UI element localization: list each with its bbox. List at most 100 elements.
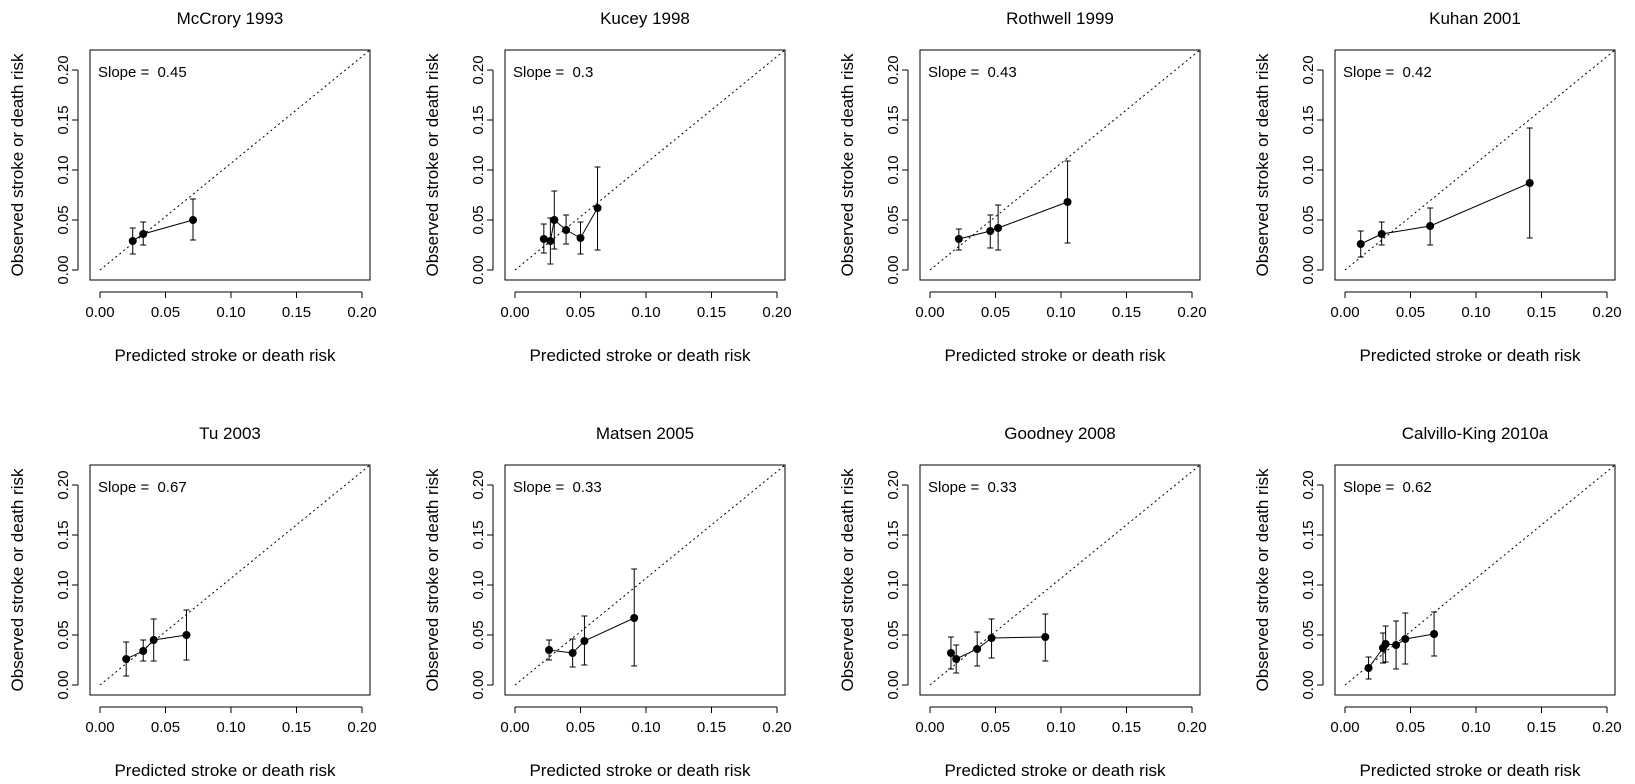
x-tick-label: 0.05 <box>1396 719 1425 736</box>
y-tick-label: 0.05 <box>1300 620 1317 649</box>
data-point <box>1364 664 1373 672</box>
y-tick-label: 0.20 <box>1300 470 1317 499</box>
data-point <box>182 631 191 639</box>
slope-annotation: Slope = 0.62 <box>1343 479 1432 496</box>
x-tick-label: 0.20 <box>347 719 376 736</box>
y-tick-label: 0.20 <box>885 470 902 499</box>
y-axis-label: Observed stroke or death risk <box>838 53 857 276</box>
x-tick-label: 0.00 <box>915 719 944 736</box>
data-point <box>1377 230 1386 238</box>
y-tick-label: 0.20 <box>470 55 487 84</box>
x-tick-label: 0.05 <box>981 304 1010 321</box>
x-tick-label: 0.20 <box>762 719 791 736</box>
x-tick-label: 0.20 <box>347 304 376 321</box>
x-tick-label: 0.20 <box>762 304 791 321</box>
y-tick-label: 0.05 <box>885 205 902 234</box>
plot-frame <box>1334 49 1616 281</box>
y-tick-label: 0.15 <box>470 520 487 549</box>
data-point <box>986 227 995 235</box>
data-point <box>1401 635 1410 643</box>
panel-title: Goodney 2008 <box>1004 424 1116 443</box>
y-tick-label: 0.20 <box>55 470 72 499</box>
data-point <box>1356 240 1365 248</box>
data-point <box>994 224 1003 232</box>
data-point <box>545 646 554 654</box>
slope-value: 0.43 <box>987 64 1016 81</box>
data-point <box>946 649 955 657</box>
slope-prefix: Slope = <box>98 479 153 496</box>
y-tick-label: 0.05 <box>1300 205 1317 234</box>
x-tick-label: 0.05 <box>1396 304 1425 321</box>
data-point <box>1525 179 1534 187</box>
identity-reference-line <box>514 49 786 271</box>
slope-annotation: Slope = 0.45 <box>98 64 187 81</box>
y-tick-label: 0.15 <box>1300 520 1317 549</box>
y-tick-label: 0.10 <box>1300 570 1317 599</box>
x-axis-label: Predicted stroke or death risk <box>944 761 1166 780</box>
plot-frame <box>89 49 371 281</box>
data-point <box>1426 222 1435 230</box>
y-tick-label: 0.10 <box>470 570 487 599</box>
data-point <box>568 649 577 657</box>
data-point <box>122 655 131 663</box>
data-point <box>630 614 639 622</box>
data-point <box>562 226 571 234</box>
x-tick-label: 0.05 <box>151 304 180 321</box>
calibration-line <box>125 634 187 660</box>
data-point <box>1063 198 1072 206</box>
y-tick-label: 0.00 <box>885 670 902 699</box>
y-tick-label: 0.15 <box>55 105 72 134</box>
panel-title: Kuhan 2001 <box>1429 9 1521 28</box>
slope-value: 0.33 <box>572 479 601 496</box>
x-tick-label: 0.15 <box>697 719 726 736</box>
calibration-panel: Tu 2003 0.00 0.05 0.10 0.15 0.20 Predicted str… <box>8 424 377 780</box>
y-tick-label: 0.05 <box>55 620 72 649</box>
x-tick-label: 0.10 <box>1046 304 1075 321</box>
x-tick-label: 0.05 <box>981 719 1010 736</box>
calibration-line <box>958 201 1068 240</box>
slope-prefix: Slope = <box>513 64 568 81</box>
x-tick-label: 0.00 <box>500 304 529 321</box>
slope-value: 0.42 <box>1402 64 1431 81</box>
x-tick-label: 0.00 <box>85 304 114 321</box>
x-tick-label: 0.20 <box>1592 719 1621 736</box>
x-tick-label: 0.10 <box>1461 719 1490 736</box>
y-axis-label: Observed stroke or death risk <box>8 468 27 691</box>
x-axis-label: Predicted stroke or death risk <box>529 346 751 365</box>
data-point <box>1381 640 1390 648</box>
x-tick-label: 0.05 <box>566 719 595 736</box>
data-point <box>987 634 996 642</box>
y-tick-label: 0.05 <box>470 620 487 649</box>
y-tick-label: 0.00 <box>885 255 902 284</box>
data-point <box>128 237 137 245</box>
data-point <box>1430 630 1439 638</box>
x-tick-label: 0.00 <box>85 719 114 736</box>
x-tick-label: 0.15 <box>1527 304 1556 321</box>
x-axis-label: Predicted stroke or death risk <box>1359 761 1581 780</box>
x-tick-label: 0.15 <box>1112 719 1141 736</box>
y-tick-label: 0.00 <box>470 670 487 699</box>
y-tick-label: 0.15 <box>885 105 902 134</box>
y-axis-label: Observed stroke or death risk <box>838 468 857 691</box>
plot-frame <box>1334 464 1616 696</box>
slope-prefix: Slope = <box>928 479 983 496</box>
x-tick-label: 0.15 <box>697 304 726 321</box>
identity-reference-line <box>99 464 371 686</box>
y-tick-label: 0.00 <box>55 255 72 284</box>
calibration-line <box>549 617 635 654</box>
y-tick-label: 0.00 <box>1300 255 1317 284</box>
x-tick-label: 0.15 <box>282 304 311 321</box>
y-axis-label: Observed stroke or death risk <box>423 53 442 276</box>
data-point <box>973 645 982 653</box>
data-point <box>1041 633 1050 641</box>
x-tick-label: 0.05 <box>151 719 180 736</box>
y-tick-label: 0.10 <box>1300 155 1317 184</box>
panel-title: McCrory 1993 <box>177 9 284 28</box>
slope-annotation: Slope = 0.33 <box>928 479 1017 496</box>
identity-reference-line <box>99 49 371 271</box>
x-tick-label: 0.05 <box>566 304 595 321</box>
data-point <box>952 655 961 663</box>
y-axis-label: Observed stroke or death risk <box>8 53 27 276</box>
slope-prefix: Slope = <box>98 64 153 81</box>
x-tick-label: 0.10 <box>1046 719 1075 736</box>
